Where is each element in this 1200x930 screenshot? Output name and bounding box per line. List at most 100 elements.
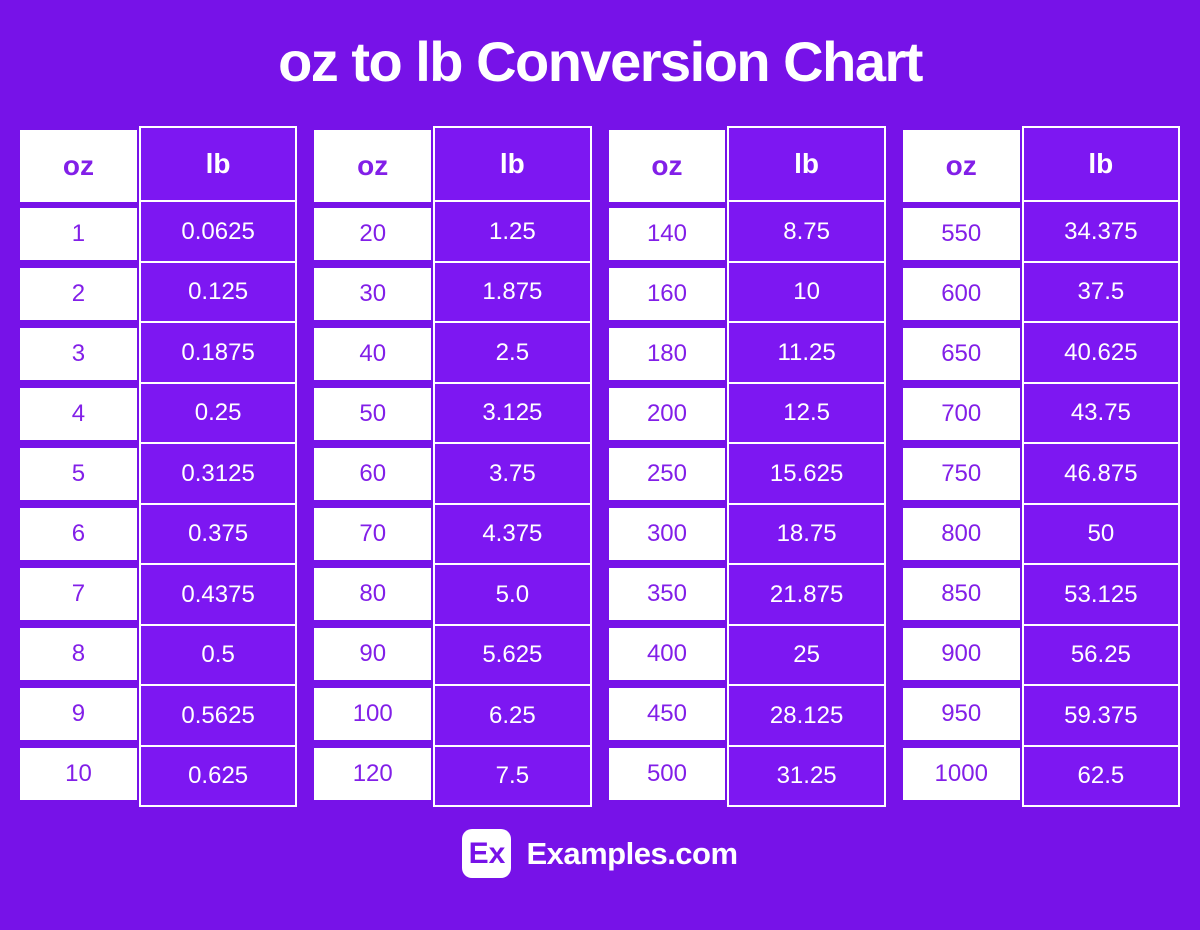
lb-value-cell: 5.0 <box>435 565 590 626</box>
lb-value-cell: 15.625 <box>729 444 884 505</box>
lb-value-cell: 11.25 <box>729 323 884 384</box>
lb-value-cell: 43.75 <box>1023 384 1178 445</box>
examples-logo-icon: Ex <box>462 829 512 879</box>
oz-value-cell: 350 <box>608 568 726 621</box>
conversion-table: oz 140 160 180 200 250 300 350 400 450 500 lb 8.75 10… <box>608 126 886 808</box>
lb-value-cell: 0.5625 <box>140 686 296 747</box>
oz-column-header: oz <box>20 130 137 203</box>
oz-value-cell: 650 <box>902 328 1020 381</box>
lb-value-cell: 10 <box>729 263 884 324</box>
oz-value-cell: 140 <box>608 208 726 261</box>
oz-value-cell: 40 <box>314 328 432 381</box>
oz-value-cell: 70 <box>314 508 432 561</box>
oz-column-header: oz <box>314 130 432 203</box>
lb-value-cell: 6.25 <box>435 686 590 747</box>
lb-value-cell: 28.125 <box>729 686 884 747</box>
lb-value-cell: 0.625 <box>188 762 249 790</box>
lb-value-cell: 5.625 <box>435 626 590 687</box>
page-title: oz to lb Conversion Chart <box>278 30 923 93</box>
lb-value-cell: 0.5 <box>140 626 296 687</box>
lb-column: lb 8.75 10 11.25 12.5 15.625 18.75 21.875 25 28.1… <box>727 126 886 808</box>
oz-value-cell: 1000 <box>902 748 1020 801</box>
lb-value-cell: 0.375 <box>140 505 296 566</box>
oz-value-cell: 8 <box>20 628 137 681</box>
lb-column-header: lb <box>729 128 884 203</box>
oz-value-cell: 4 <box>20 388 137 441</box>
lb-value-cell: 46.875 <box>1023 444 1178 505</box>
lb-value-cell: 18.75 <box>729 505 884 566</box>
lb-value-cell: 21.875 <box>729 565 884 626</box>
lb-value-cell: 2.5 <box>435 323 590 384</box>
lb-value-cell: 3.125 <box>435 384 590 445</box>
oz-value-cell: 450 <box>608 688 726 741</box>
lb-value-cell: 62.5 <box>1077 762 1125 790</box>
oz-value-cell: 300 <box>608 508 726 561</box>
lb-value-cell: 59.375 <box>1023 686 1178 747</box>
lb-column-header: lb <box>1023 128 1178 203</box>
lb-value-cell: 0.25 <box>140 384 296 445</box>
oz-value-cell: 60 <box>314 448 432 501</box>
lb-value-cell: 37.5 <box>1023 263 1178 324</box>
conversion-tables-container: oz 1 2 3 4 5 6 7 8 9 10 lb 0.0625 0.125 0.1875 0.25 0.31… <box>0 94 1200 808</box>
oz-value-cell: 100 <box>314 688 432 741</box>
oz-value-cell: 750 <box>902 448 1020 501</box>
oz-value-cell: 250 <box>608 448 726 501</box>
conversion-table: oz 550 600 650 700 750 800 850 900 950 1000 lb 34.37… <box>902 126 1180 808</box>
oz-column-header: oz <box>608 130 726 203</box>
oz-value-cell: 200 <box>608 388 726 441</box>
oz-value-cell: 600 <box>902 268 1020 321</box>
conversion-table: oz 1 2 3 4 5 6 7 8 9 10 lb 0.0625 0.125 0.1875 0.25 0.31… <box>20 126 298 808</box>
oz-column-header: oz <box>902 130 1020 203</box>
oz-value-cell: 160 <box>608 268 726 321</box>
lb-value-cell: 12.5 <box>729 384 884 445</box>
oz-value-cell: 10 <box>20 748 137 801</box>
lb-value-cell: 4.375 <box>435 505 590 566</box>
lb-column: lb 1.25 1.875 2.5 3.125 3.75 4.375 5.0 5.625 6.25… <box>433 126 592 808</box>
oz-value-cell: 3 <box>20 328 137 381</box>
lb-value-cell: 53.125 <box>1023 565 1178 626</box>
lb-value-cell: 0.4375 <box>140 565 296 626</box>
oz-value-cell: 950 <box>902 688 1020 741</box>
oz-value-cell: 90 <box>314 628 432 681</box>
oz-value-cell: 180 <box>608 328 726 381</box>
oz-value-cell: 80 <box>314 568 432 621</box>
oz-value-cell: 500 <box>608 748 726 801</box>
oz-value-cell: 5 <box>20 448 137 501</box>
oz-value-cell: 30 <box>314 268 432 321</box>
oz-column: oz 550 600 650 700 750 800 850 900 950 1000 <box>902 130 1020 801</box>
oz-value-cell: 400 <box>608 628 726 681</box>
lb-value-cell: 7.5 <box>495 762 530 790</box>
lb-value-cell: 0.0625 <box>140 202 296 263</box>
oz-value-cell: 50 <box>314 388 432 441</box>
oz-column: oz 20 30 40 50 60 70 80 90 100 120 <box>314 130 432 801</box>
oz-value-cell: 700 <box>902 388 1020 441</box>
lb-value-cell: 40.625 <box>1023 323 1178 384</box>
lb-column: lb 34.375 37.5 40.625 43.75 46.875 50 53.125 56.… <box>1021 126 1180 808</box>
oz-value-cell: 1 <box>20 208 137 261</box>
oz-value-cell: 850 <box>902 568 1020 621</box>
lb-column-header: lb <box>140 128 296 203</box>
lb-value-cell: 1.875 <box>435 263 590 324</box>
lb-value-cell: 0.125 <box>140 263 296 324</box>
oz-value-cell: 20 <box>314 208 432 261</box>
oz-value-cell: 6 <box>20 508 137 561</box>
oz-value-cell: 550 <box>902 208 1020 261</box>
lb-value-cell: 1.25 <box>435 202 590 263</box>
oz-value-cell: 120 <box>314 748 432 801</box>
oz-value-cell: 2 <box>20 268 137 321</box>
oz-value-cell: 900 <box>902 628 1020 681</box>
lb-value-cell: 8.75 <box>729 202 884 263</box>
lb-value-cell: 0.3125 <box>140 444 296 505</box>
footer-site-name: Examples.com <box>526 835 738 871</box>
oz-column: oz 1 2 3 4 5 6 7 8 9 10 <box>20 130 137 801</box>
lb-value-cell: 3.75 <box>435 444 590 505</box>
lb-column: lb 0.0625 0.125 0.1875 0.25 0.3125 0.375 0.4375… <box>138 126 298 808</box>
lb-value-cell: 34.375 <box>1023 202 1178 263</box>
lb-value-cell: 56.25 <box>1023 626 1178 687</box>
lb-column-header: lb <box>435 128 590 203</box>
lb-value-cell: 50 <box>1023 505 1178 566</box>
lb-value-cell: 31.25 <box>776 762 837 790</box>
conversion-table: oz 20 30 40 50 60 70 80 90 100 120 lb 1.25 1.875 2.5 3.… <box>314 126 592 808</box>
lb-value-cell: 25 <box>729 626 884 687</box>
oz-value-cell: 9 <box>20 688 137 741</box>
